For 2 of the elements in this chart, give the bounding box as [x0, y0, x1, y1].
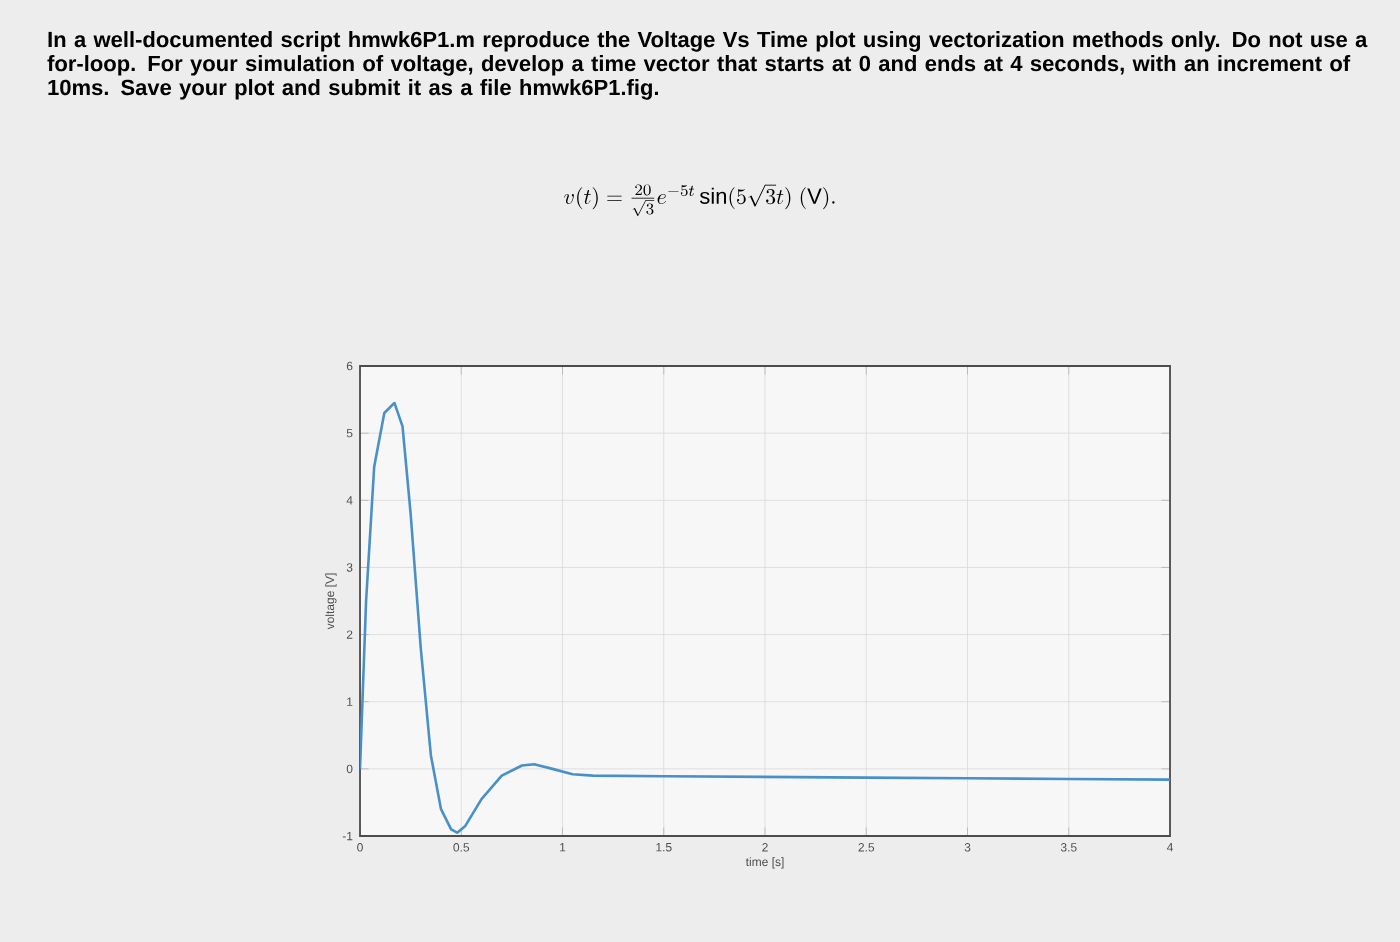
chart-subtitle: $v(t) = \frac{20}{\sqrt{3}} e^{-5t} \sin(5\sqrt{3}t)\ (\mathrm{V}).$ — [564, 184, 835, 217]
chart-title: In a well-documented script hmwk6P1.m reproduce the Voltage Vs Time plot using vectorization methods only. Do not use a for-loop. For your simulation of voltage, develop a time vector that starts at 0 and ends at 4 seconds, with an increment of 10ms. Save your plot and submit it as a file hmwk6P1.fig. — [47, 31, 1368, 100]
